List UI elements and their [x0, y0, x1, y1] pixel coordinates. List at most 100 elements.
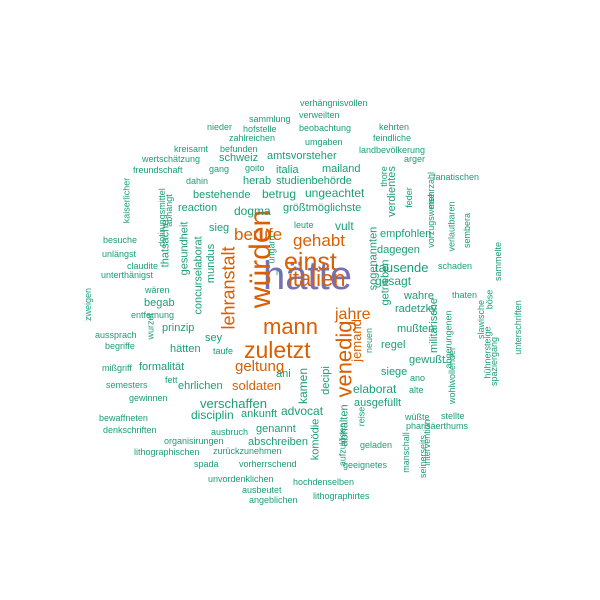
word: unterschriften: [512, 300, 523, 355]
word: kreisamt: [174, 144, 209, 154]
word: besuche: [103, 235, 138, 245]
word: intervention: [421, 419, 432, 466]
word: begriffe: [105, 341, 135, 351]
word: lithographirtes: [313, 491, 370, 501]
word: befunden: [220, 144, 258, 154]
word: thaten: [452, 290, 478, 300]
word: hochdenselben: [293, 477, 355, 487]
word: wären: [145, 285, 170, 295]
word: sammelte: [493, 241, 504, 282]
word: n: [276, 267, 282, 277]
word: reise: [356, 406, 367, 427]
word-haette: hätte: [263, 254, 352, 298]
word: ankunft: [241, 408, 278, 420]
word: hofstelle: [243, 124, 277, 134]
word: kamen: [296, 367, 311, 405]
word: gesagt: [375, 274, 412, 288]
word: gewinnen: [129, 393, 168, 403]
word: taufe: [213, 346, 234, 356]
word-einst: einst: [284, 248, 337, 276]
word: ungarn: [266, 235, 277, 264]
word: sammlung: [249, 114, 291, 124]
word: ausgefüllt: [354, 397, 402, 409]
word: feder: [403, 187, 414, 208]
word: studienbehörde: [276, 175, 352, 187]
word: formalität: [139, 361, 185, 373]
word: claudite: [127, 261, 159, 271]
word: wertschätzung: [142, 154, 201, 164]
word: größtmöglichste: [283, 202, 362, 214]
word: wüßte: [405, 412, 430, 422]
word: denkschriften: [103, 425, 157, 435]
word: unvordenklichen: [208, 474, 274, 484]
word-berufe: berufe: [234, 225, 283, 244]
word: begab: [144, 297, 175, 309]
word: ehrlichen: [178, 380, 223, 392]
word: wahre: [404, 290, 434, 302]
word: neuen: [364, 327, 375, 354]
word: feindliche: [373, 133, 412, 143]
word: ani: [276, 368, 291, 380]
word: zweigen: [83, 287, 94, 322]
word: wurzel: [145, 313, 156, 340]
word: böse: [484, 289, 495, 310]
word: aussprach: [95, 330, 137, 340]
word: ungeachtet: [305, 186, 365, 200]
word: unterthänigst: [101, 270, 154, 280]
word: verhängnisvollen: [300, 98, 368, 108]
word-gehabt: gehabt: [293, 231, 345, 250]
word: komödie: [309, 418, 322, 461]
word: gewußt: [409, 354, 446, 366]
word: sogenannten: [367, 226, 380, 291]
word: sembera: [462, 212, 473, 249]
word: amtsvorsteher: [267, 150, 337, 162]
word: advocat: [281, 404, 324, 418]
word: nieder: [207, 122, 233, 132]
word: goito: [245, 163, 265, 173]
word: geladen: [360, 440, 393, 450]
word: mußten: [397, 323, 435, 335]
word: angeblichen: [249, 495, 298, 505]
word: verweilten: [299, 110, 340, 120]
word: gang: [209, 164, 230, 174]
word: zurückzunehmen: [213, 446, 282, 456]
word: verlautbaren: [446, 201, 457, 252]
word: verdientes: [385, 166, 398, 217]
word: tausende: [375, 260, 429, 275]
word: elaborat: [353, 382, 397, 396]
word: getrieben: [379, 259, 392, 306]
word: vult: [335, 219, 354, 233]
word: prinzip: [162, 322, 195, 334]
word: kehrten: [379, 122, 410, 132]
word: fett: [165, 375, 178, 385]
word: bestehende: [193, 189, 251, 201]
word: concurselaborat: [192, 236, 205, 315]
word: leute: [294, 220, 314, 230]
word: manschall: [400, 432, 411, 473]
word: landbevölkerung: [359, 145, 426, 155]
word: beobachtung: [299, 123, 352, 133]
word: mißgriff: [102, 363, 132, 373]
word: geeignetes: [343, 460, 388, 470]
word: unlängst: [102, 249, 137, 259]
word: zahlreichen: [229, 133, 276, 143]
word: genannt: [256, 423, 296, 435]
word: schweiz: [219, 152, 259, 164]
word: lithographischen: [134, 447, 200, 457]
word: schaden: [438, 261, 473, 271]
word: dotirungsmittel: [156, 188, 167, 247]
word: vorherrschend: [239, 459, 297, 469]
word: militärische: [428, 297, 441, 354]
word: betrug: [262, 187, 297, 201]
word-mann: mann: [263, 314, 319, 339]
word: alte: [409, 385, 424, 395]
word: dogma: [234, 204, 271, 218]
word: sieg: [209, 222, 230, 234]
word: spaziergang: [489, 336, 500, 387]
word: reaction: [178, 202, 218, 214]
word: arger: [404, 154, 426, 164]
word: verschaffen: [200, 396, 267, 411]
word-geltung: geltung: [235, 358, 285, 375]
word: organisirungen: [164, 436, 224, 446]
word: italia: [276, 164, 299, 176]
